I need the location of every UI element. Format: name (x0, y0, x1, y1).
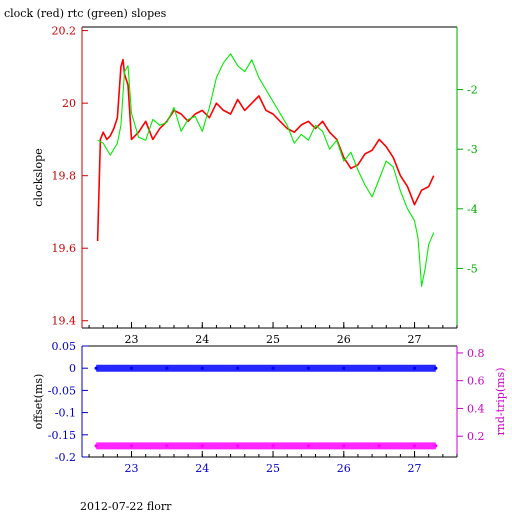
y2-tick-label: 0.4 (467, 402, 485, 415)
y-axis-label: clockslope (32, 148, 45, 206)
y2-tick-label: -4 (467, 203, 478, 216)
y-tick-label: 19.4 (52, 315, 77, 328)
y-tick-label: -0.2 (55, 451, 76, 464)
x-tick-label: 23 (125, 462, 139, 475)
y-tick-label: 0.05 (52, 340, 77, 353)
rnd-trip-point (165, 444, 169, 448)
y-tick-label: 20.2 (52, 25, 77, 38)
offset-point (165, 366, 169, 370)
rnd-trip-point (377, 444, 381, 448)
y-tick-label: 19.6 (52, 242, 77, 255)
y-tick-label: 19.8 (52, 170, 77, 183)
x-tick-label: 24 (195, 462, 209, 475)
clock-series-line (96, 58, 435, 242)
x-tick-label: 23 (125, 333, 139, 346)
x-tick-label: 25 (266, 333, 280, 346)
y2-tick-label: -2 (467, 84, 478, 97)
x-tick-label: 27 (408, 462, 422, 475)
offset-point (236, 366, 240, 370)
offset-point (94, 366, 98, 370)
y-tick-label: -0.1 (55, 407, 76, 420)
offset-point (377, 366, 381, 370)
offset-point (306, 366, 311, 370)
y-tick-label: 0 (69, 362, 76, 375)
y2-tick-label: 0.6 (467, 375, 485, 388)
rtc-series-line (97, 53, 435, 287)
y-tick-label: 20 (62, 97, 76, 110)
x-tick-label: 26 (337, 333, 351, 346)
y-tick-label: -0.05 (48, 384, 76, 397)
y-tick-label: -0.15 (48, 429, 76, 442)
x-tick-label: 25 (266, 462, 280, 475)
offset-point (200, 366, 204, 370)
offset-point (412, 366, 417, 370)
offset-point (434, 366, 438, 370)
slopes-panel: 23 24 25 26 27 19.4 19.6 19.8 20 20.2 -5 -4 -3 -2 cloc… (32, 25, 478, 346)
rnd-trip-point (342, 444, 346, 448)
offset-point (342, 366, 346, 370)
x-tick-label: 24 (195, 333, 209, 346)
rnd-trip-point (236, 444, 240, 448)
x-tick-label: 26 (337, 462, 351, 475)
y2-tick-label: 0.8 (467, 347, 485, 360)
rnd-trip-point (271, 444, 275, 448)
offset-panel: 23 24 25 26 27 -0.2 -0.15 -0.1 -0.05 0 0.05 0.2 0.4 0… (32, 340, 507, 475)
chart-title: clock (red) rtc (green) slopes (4, 7, 167, 20)
y2-tick-label: -5 (467, 262, 478, 275)
offset-point (129, 366, 134, 370)
y-axis-label: offset(ms) (32, 374, 45, 430)
rnd-trip-point (129, 444, 134, 448)
rnd-trip-point (306, 444, 311, 448)
x-tick-label: 27 (408, 333, 422, 346)
y2-tick-label: 0.2 (467, 430, 485, 443)
rnd-trip-point (412, 444, 417, 448)
footer-label: 2012-07-22 florr (80, 500, 172, 512)
rnd-trip-point (434, 444, 438, 448)
offset-point (271, 366, 275, 370)
rnd-trip-point (94, 444, 98, 448)
rnd-trip-point (200, 444, 204, 448)
y2-tick-label: -3 (467, 143, 478, 156)
y2-axis-label: rnd-trip(ms) (494, 368, 507, 436)
